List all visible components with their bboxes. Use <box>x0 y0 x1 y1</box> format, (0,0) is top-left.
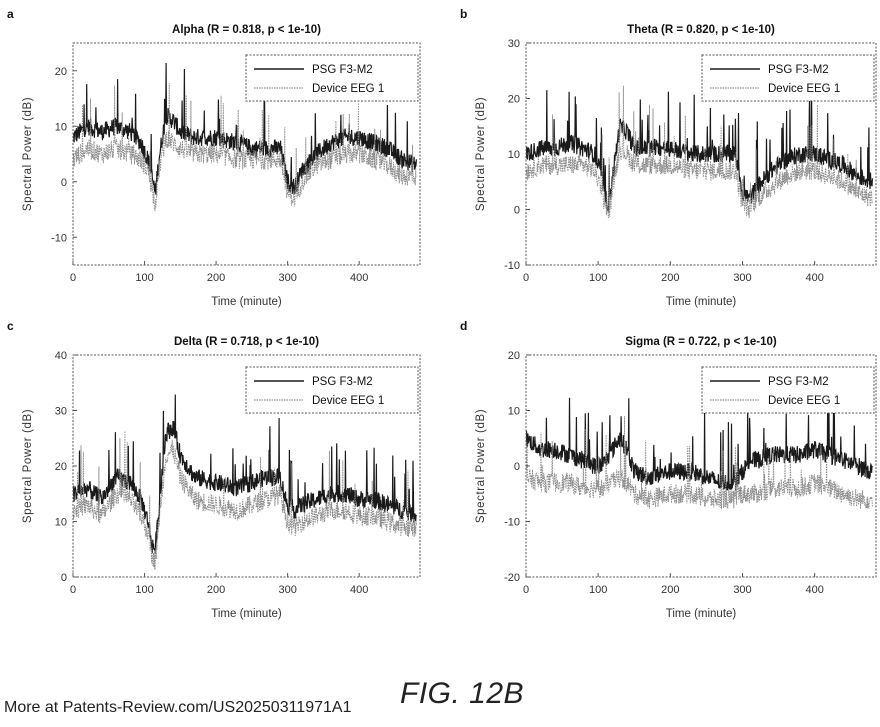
panel-b-ylabel: Spectral Power (dB) <box>475 97 487 211</box>
panel-c-series-device-eeg-1 <box>73 431 417 570</box>
panel-b-legend: PSG F3-M2 Device EEG 1 <box>701 54 875 102</box>
panel-d-ytick-label: 0 <box>514 461 520 473</box>
panel-a-ylabel: Spectral Power (dB) <box>22 97 34 211</box>
panel-a-legend-box <box>245 54 419 102</box>
panel-c-ytick-label: 30 <box>55 406 67 418</box>
panel-b-ytick-label: 30 <box>508 38 520 50</box>
panel-b-ytick-label: -10 <box>504 260 520 272</box>
panel-c-xtick-label: 400 <box>350 584 368 596</box>
panel-c-title: Delta (R = 0.718, p < 1e-10) <box>174 336 319 348</box>
panel-a-xtick-label: 300 <box>278 272 296 284</box>
panel-a-xtick-label: 0 <box>70 272 76 284</box>
panel-a-legend-entry: PSG F3-M2 <box>312 64 373 76</box>
panel-c-ytick-label: 40 <box>55 350 67 362</box>
panel-c-xtick-label: 300 <box>278 584 296 596</box>
panel-d-ytick-label: -20 <box>504 572 520 584</box>
panel-d-ytick-label: 20 <box>508 350 520 362</box>
panel-b-legend-entry: PSG F3-M2 <box>768 64 829 76</box>
panel-d-ylabel: Spectral Power (dB) <box>475 409 487 523</box>
panel-a-letter: a <box>7 7 14 21</box>
panel-b-xlabel: Time (minute) <box>666 296 737 308</box>
panel-d-legend: PSG F3-M2 Device EEG 1 <box>701 366 875 414</box>
panel-c-xlabel: Time (minute) <box>211 608 282 620</box>
panel-b-xtick-label: 200 <box>661 272 679 284</box>
panel-d-legend-entry: Device EEG 1 <box>768 395 840 407</box>
panel-c-ytick-label: 0 <box>61 572 67 584</box>
panel-b-xtick-label: 400 <box>805 272 823 284</box>
panel-b-title: Theta (R = 0.820, p < 1e-10) <box>627 24 775 36</box>
panel-c-legend-entry: PSG F3-M2 <box>312 376 373 388</box>
panel-b-ytick-label: 20 <box>508 94 520 106</box>
panel-b-legend-box <box>701 54 875 102</box>
panel-c-legend-entry: Device EEG 1 <box>312 395 384 407</box>
panel-d-letter: d <box>460 319 467 333</box>
panel-a-xtick-label: 400 <box>350 272 368 284</box>
panel-b-ytick-label: 10 <box>508 149 520 161</box>
panel-a-ytick-label: 20 <box>55 66 67 78</box>
source-text: More at Patents-Review.com/US20250311971… <box>4 699 352 716</box>
panel-a-xtick-label: 200 <box>207 272 225 284</box>
panel-d-xtick-label: 400 <box>805 584 823 596</box>
panel-d-title: Sigma (R = 0.722, p < 1e-10) <box>625 336 777 348</box>
panel-a-ytick-label: 0 <box>61 177 67 189</box>
panel-d-series-device-eeg-1 <box>526 416 873 510</box>
panel-b-ytick-label: 0 <box>514 205 520 217</box>
figure-label: FIG. 12B <box>400 677 525 710</box>
panel-a-xtick-label: 100 <box>135 272 153 284</box>
panel-c-xtick-label: 100 <box>135 584 153 596</box>
panel-d-legend-entry: PSG F3-M2 <box>768 376 829 388</box>
panel-d-ytick-label: -10 <box>504 517 520 529</box>
panel-d-xtick-label: 300 <box>733 584 751 596</box>
panel-c-xtick-label: 200 <box>207 584 225 596</box>
panel-a-legend-entry: Device EEG 1 <box>312 83 384 95</box>
panel-a-ytick-label: -10 <box>51 232 67 244</box>
panel-c-ylabel: Spectral Power (dB) <box>22 409 34 523</box>
panel-c-ytick-label: 10 <box>55 517 67 529</box>
panel-a-frame <box>72 42 421 266</box>
panel-a-title: Alpha (R = 0.818, p < 1e-10) <box>172 24 321 36</box>
panel-c-xtick-label: 0 <box>70 584 76 596</box>
panel-d-xtick-label: 100 <box>589 584 607 596</box>
panel-b-legend-entry: Device EEG 1 <box>768 83 840 95</box>
panel-b-xtick-label: 0 <box>523 272 529 284</box>
panel-c-series-psg-f3-m2 <box>73 394 417 553</box>
panel-a-series-device-eeg-1 <box>73 83 417 212</box>
panel-c-legend-box <box>245 366 419 414</box>
panel-d-xlabel: Time (minute) <box>666 608 737 620</box>
panel-d-xtick-label: 200 <box>661 584 679 596</box>
panel-c-ytick-label: 20 <box>55 461 67 473</box>
panel-b-xtick-label: 100 <box>589 272 607 284</box>
panel-a-ytick-label: 10 <box>55 121 67 133</box>
panel-c-letter: c <box>7 319 14 333</box>
panel-c-legend: PSG F3-M2 Device EEG 1 <box>245 366 419 414</box>
panel-b-xtick-label: 300 <box>733 272 751 284</box>
panel-b-series-psg-f3-m2 <box>526 90 873 213</box>
panel-d-ytick-label: 10 <box>508 406 520 418</box>
panel-b-series-device-eeg-1 <box>526 85 873 219</box>
panel-d-legend-box <box>701 366 875 414</box>
panel-a-xlabel: Time (minute) <box>211 296 282 308</box>
panel-b-letter: b <box>460 7 467 21</box>
panel-a-legend: PSG F3-M2 Device EEG 1 <box>245 54 419 102</box>
panel-d-xtick-label: 0 <box>523 584 529 596</box>
